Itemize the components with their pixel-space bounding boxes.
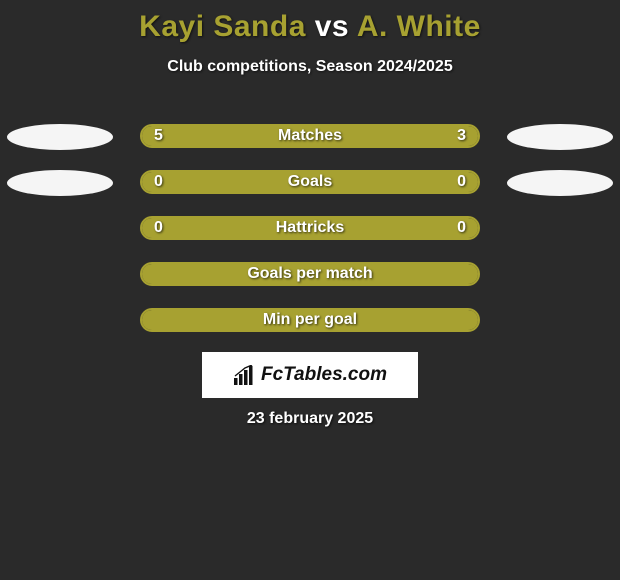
stat-row: 5 3 Matches bbox=[0, 124, 620, 150]
title-player-right: A. White bbox=[357, 10, 481, 43]
stat-row: 0 0 Goals bbox=[0, 170, 620, 196]
stat-label: Matches bbox=[278, 127, 342, 145]
decor-ellipse-right bbox=[507, 124, 613, 150]
title-player-left: Kayi Sanda bbox=[139, 10, 306, 43]
stat-value-left: 5 bbox=[154, 127, 163, 145]
stat-row: 0 0 Hattricks bbox=[0, 216, 620, 242]
decor-ellipse-left bbox=[7, 124, 113, 150]
stat-bar: 0 0 Goals bbox=[140, 170, 480, 194]
stat-label: Min per goal bbox=[263, 311, 357, 329]
stat-bar: Goals per match bbox=[140, 262, 480, 286]
stat-value-right: 0 bbox=[457, 173, 466, 191]
stat-value-left: 0 bbox=[154, 219, 163, 237]
decor-ellipse-right bbox=[507, 170, 613, 196]
stat-value-right: 0 bbox=[457, 219, 466, 237]
stat-value-right: 3 bbox=[457, 127, 466, 145]
date-text: 23 february 2025 bbox=[0, 410, 620, 428]
stat-bar: 5 3 Matches bbox=[140, 124, 480, 148]
title-vs: vs bbox=[306, 10, 357, 43]
logo-box[interactable]: FcTables.com bbox=[202, 352, 418, 398]
stat-row: Min per goal bbox=[0, 308, 620, 334]
logo-text: FcTables.com bbox=[261, 364, 387, 386]
page-title: Kayi Sanda vs A. White bbox=[0, 0, 620, 44]
stat-bar: Min per goal bbox=[140, 308, 480, 332]
stat-label: Hattricks bbox=[276, 219, 344, 237]
stat-label: Goals bbox=[288, 173, 332, 191]
stat-value-left: 0 bbox=[154, 173, 163, 191]
infographic-container: Kayi Sanda vs A. White Club competitions… bbox=[0, 0, 620, 580]
subtitle: Club competitions, Season 2024/2025 bbox=[0, 58, 620, 76]
logo: FcTables.com bbox=[233, 364, 387, 386]
decor-ellipse-left bbox=[7, 170, 113, 196]
bar-chart-icon bbox=[233, 365, 257, 385]
stat-row: Goals per match bbox=[0, 262, 620, 288]
stat-bar: 0 0 Hattricks bbox=[140, 216, 480, 240]
stat-label: Goals per match bbox=[247, 265, 372, 283]
